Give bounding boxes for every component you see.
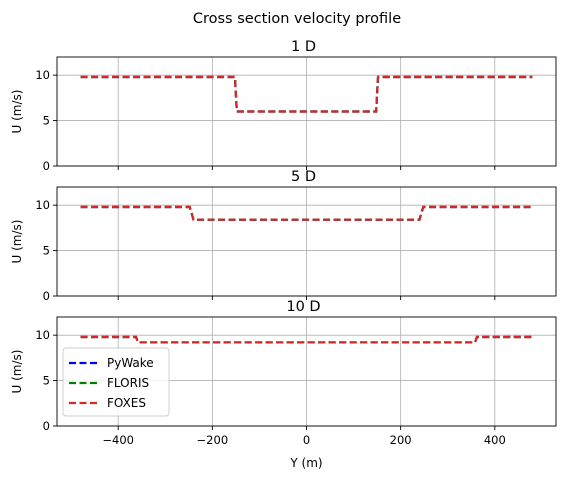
y-tick-label: 10 <box>35 328 50 342</box>
x-tick-label: −200 <box>197 433 229 447</box>
y-tick-label: 10 <box>35 198 50 212</box>
x-axis-label: Y (m) <box>289 456 322 470</box>
x-tick-label: 400 <box>484 433 506 447</box>
series-line-foxes <box>80 75 533 113</box>
y-axis-label: U (m/s) <box>10 90 24 134</box>
subplot-3: −400 −200 0 200 400 0 5 10 10 D U (m/s) Y (m) PyWak… <box>10 299 557 470</box>
y-tick-label: 0 <box>43 289 50 303</box>
subplot-title: 1 D <box>291 39 316 55</box>
figure-title: Cross section velocity profile <box>193 11 401 27</box>
y-tick-label: 0 <box>43 419 50 433</box>
x-tick-label: −400 <box>102 433 134 447</box>
series-line-foxes <box>80 205 533 221</box>
series-line-foxes <box>80 335 533 344</box>
y-tick-label: 5 <box>43 114 50 128</box>
y-tick-label: 10 <box>35 68 50 82</box>
y-tick-label: 0 <box>43 159 50 173</box>
legend-label-floris: FLORIS <box>107 376 149 390</box>
legend-label-foxes: FOXES <box>107 396 146 410</box>
legend-box <box>62 347 170 417</box>
subplot-title: 10 D <box>286 299 320 315</box>
y-axis-label: U (m/s) <box>10 220 24 264</box>
x-tick-label: 200 <box>390 433 412 447</box>
subplot-2: 0 5 10 5 D U (m/s) <box>10 169 557 303</box>
subplot-1: 0 5 10 1 D U (m/s) <box>10 39 557 173</box>
x-tick-label: 0 <box>303 433 310 447</box>
legend: PyWake FLORIS FOXES <box>62 347 170 417</box>
legend-label-pywake: PyWake <box>107 356 154 370</box>
y-axis-label: U (m/s) <box>10 350 24 394</box>
y-tick-label: 5 <box>43 244 50 258</box>
y-tick-label: 5 <box>43 374 50 388</box>
subplot-title: 5 D <box>291 169 316 185</box>
